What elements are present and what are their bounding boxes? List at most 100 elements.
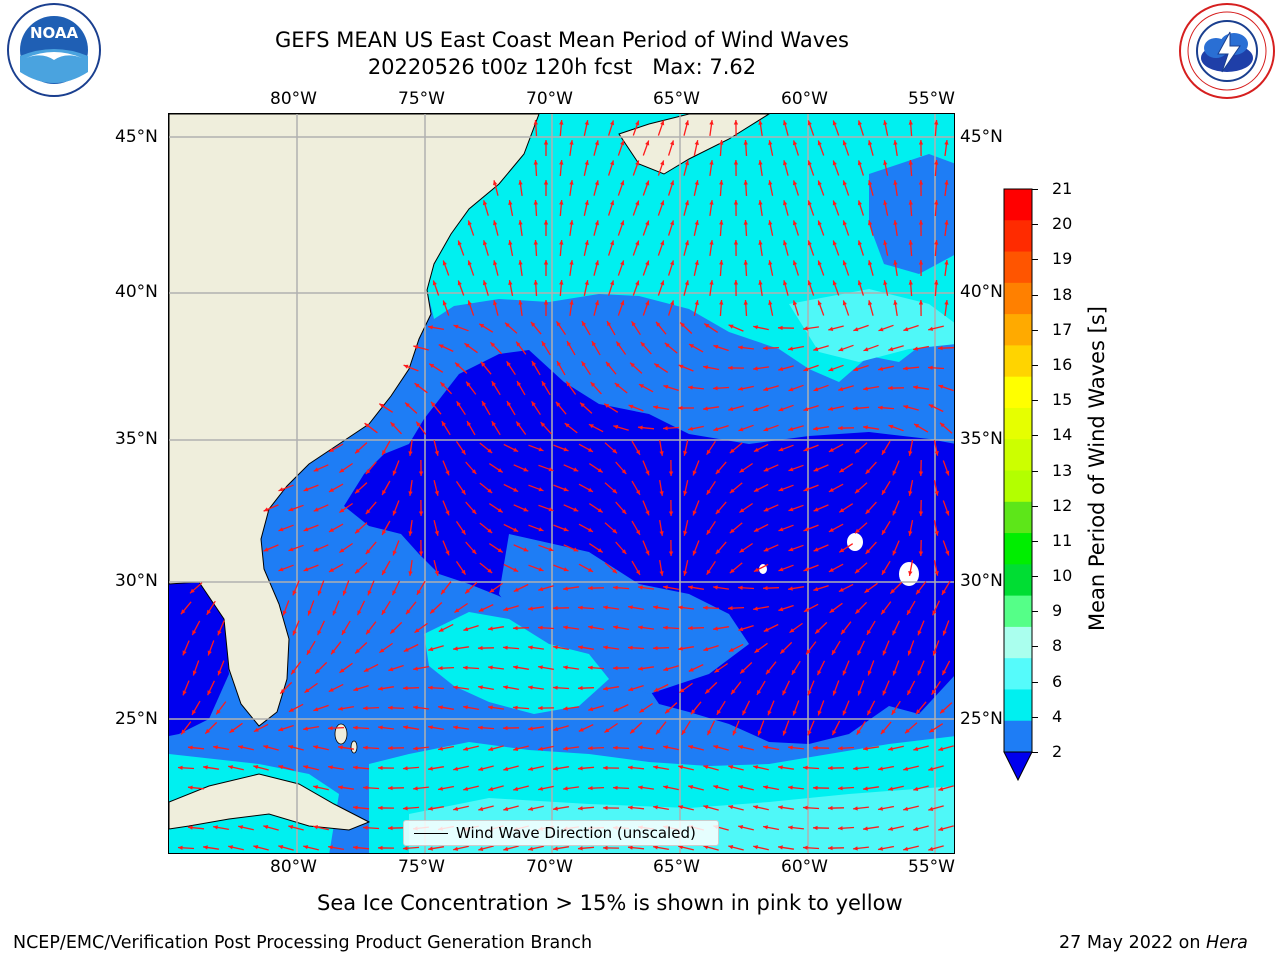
wind-wave-arrow-head: [317, 590, 322, 596]
wind-wave-arrow-head: [782, 730, 787, 736]
wind-wave-arrow-head: [878, 405, 883, 410]
wind-wave-arrow-head: [758, 120, 763, 125]
wind-wave-arrow-head: [703, 845, 709, 850]
lon-label-top-75w: 75°W: [398, 89, 445, 109]
wind-wave-arrow-head: [388, 785, 393, 791]
wind-wave-arrow-head: [881, 489, 886, 495]
wind-wave-arrow-head: [807, 690, 812, 696]
wind-wave-arrow-head: [663, 384, 669, 389]
wind-wave-arrow-head: [432, 280, 437, 286]
wind-wave-arrow-head: [278, 567, 284, 572]
wind-wave-arrow-head: [588, 706, 594, 712]
wind-wave-arrow-head: [513, 587, 519, 592]
wind-wave-arrow-head: [828, 326, 834, 331]
wind-wave-arrow-head: [903, 846, 909, 851]
wind-wave-arrow-head: [788, 586, 793, 591]
wind-wave-arrow-head: [931, 689, 936, 695]
wind-wave-arrow-head: [216, 709, 221, 715]
wind-wave-arrow-head: [729, 448, 735, 454]
wind-wave-arrow-head: [329, 487, 334, 492]
wind-wave-arrow-head: [497, 508, 503, 513]
wind-wave-arrow-head: [365, 509, 371, 515]
wind-wave-arrow-head: [817, 140, 822, 146]
wind-wave-arrow-head: [528, 726, 533, 731]
wind-wave-arrow-head: [817, 180, 822, 186]
lon-label-top-55w: 55°W: [908, 89, 955, 109]
wind-wave-arrow-head: [313, 785, 318, 790]
wind-wave-arrow-head: [729, 528, 735, 534]
wind-wave-arrow-head: [188, 785, 193, 790]
wind-wave-arrow-head: [907, 690, 912, 696]
wind-wave-arrow-head: [263, 547, 269, 552]
wind-wave-arrow-head: [253, 845, 259, 850]
wind-wave-arrow-head: [729, 488, 735, 494]
wind-wave-arrow-head: [471, 469, 477, 474]
wind-wave-arrow-head: [543, 260, 549, 265]
wind-wave-arrow-head: [928, 326, 934, 331]
legend-line-swatch: [414, 833, 448, 834]
wind-wave-arrow-head: [813, 745, 818, 751]
wind-wave-arrow-head: [228, 765, 233, 770]
wind-wave-arrow-head: [892, 470, 897, 476]
wind-wave-arrow-head: [557, 361, 562, 367]
wind-wave-arrow-head: [588, 786, 593, 791]
wind-wave-arrow-head: [934, 240, 939, 245]
wind-wave-arrow-head: [945, 550, 950, 556]
wind-wave-arrow-head: [813, 785, 818, 791]
wind-wave-arrow-head: [932, 650, 937, 656]
wind-wave-arrow-head: [905, 728, 910, 734]
wind-wave-arrow-head: [817, 220, 822, 226]
wind-wave-arrow-head: [263, 507, 269, 512]
wind-wave-arrow-head: [857, 280, 862, 286]
wind-wave-arrow-head: [842, 140, 847, 146]
colorbar-tick-mark: [1032, 716, 1038, 718]
wind-wave-arrow-head: [639, 708, 645, 713]
wind-wave-arrow-head: [303, 765, 309, 770]
wind-wave-arrow-head: [882, 690, 887, 696]
wind-wave-arrow-head: [569, 140, 574, 145]
wind-wave-arrow-head: [934, 491, 939, 496]
wind-wave-arrow-head: [518, 260, 523, 265]
wind-wave-arrow-head: [829, 608, 835, 613]
wind-wave-arrow-head: [709, 240, 714, 245]
wind-wave-arrow-head: [684, 160, 689, 166]
wind-wave-arrow-head: [523, 507, 529, 512]
colorbar-label: Mean Period of Wind Waves [s]: [1085, 306, 1109, 631]
wind-wave-arrow-head: [908, 451, 913, 456]
wind-wave-arrow-head: [934, 120, 939, 125]
wind-wave-arrow-head: [659, 531, 664, 536]
wind-wave-arrow-head: [640, 342, 646, 347]
wind-wave-arrow-head: [738, 345, 743, 350]
wind-wave-arrow-head: [364, 423, 370, 428]
wind-wave-arrow-head: [503, 846, 509, 851]
wind-wave-arrow-head: [817, 260, 822, 266]
wind-wave-arrow-head: [783, 200, 788, 206]
wind-wave-arrow-head: [684, 200, 689, 206]
wind-wave-arrow-head: [670, 300, 675, 306]
wind-wave-arrow-head: [206, 609, 211, 615]
wind-wave-arrow-head: [728, 765, 734, 770]
wind-wave-arrow-head: [664, 342, 670, 348]
wind-wave-arrow-head: [355, 568, 360, 574]
wind-wave-arrow-head: [883, 280, 888, 285]
wind-wave-arrow-head: [917, 670, 922, 676]
wind-wave-arrow-head: [918, 180, 924, 185]
wind-wave-arrow-head: [538, 487, 544, 492]
colorbar-tick-label: 17: [1052, 319, 1073, 339]
wind-wave-arrow-head: [418, 551, 424, 556]
colorbar-block: [1004, 376, 1032, 409]
wind-wave-arrow-head: [588, 665, 593, 670]
wind-wave-arrow-head: [763, 627, 769, 632]
wind-wave-arrow-head: [503, 806, 509, 811]
wind-wave-arrow-head: [681, 729, 686, 735]
wind-wave-arrow-head: [888, 826, 893, 831]
wind-wave-arrow-head: [506, 361, 511, 367]
wind-wave-arrow-head: [938, 346, 943, 351]
wind-wave-arrow-head: [339, 508, 345, 513]
wind-wave-arrow-head: [716, 709, 721, 715]
wind-wave-arrow-head: [461, 569, 466, 575]
wind-wave-arrow-head: [353, 805, 358, 810]
wind-wave-arrow-head: [738, 386, 743, 391]
wind-wave-arrow-head: [713, 386, 718, 391]
wind-wave-arrow-head: [683, 490, 688, 496]
